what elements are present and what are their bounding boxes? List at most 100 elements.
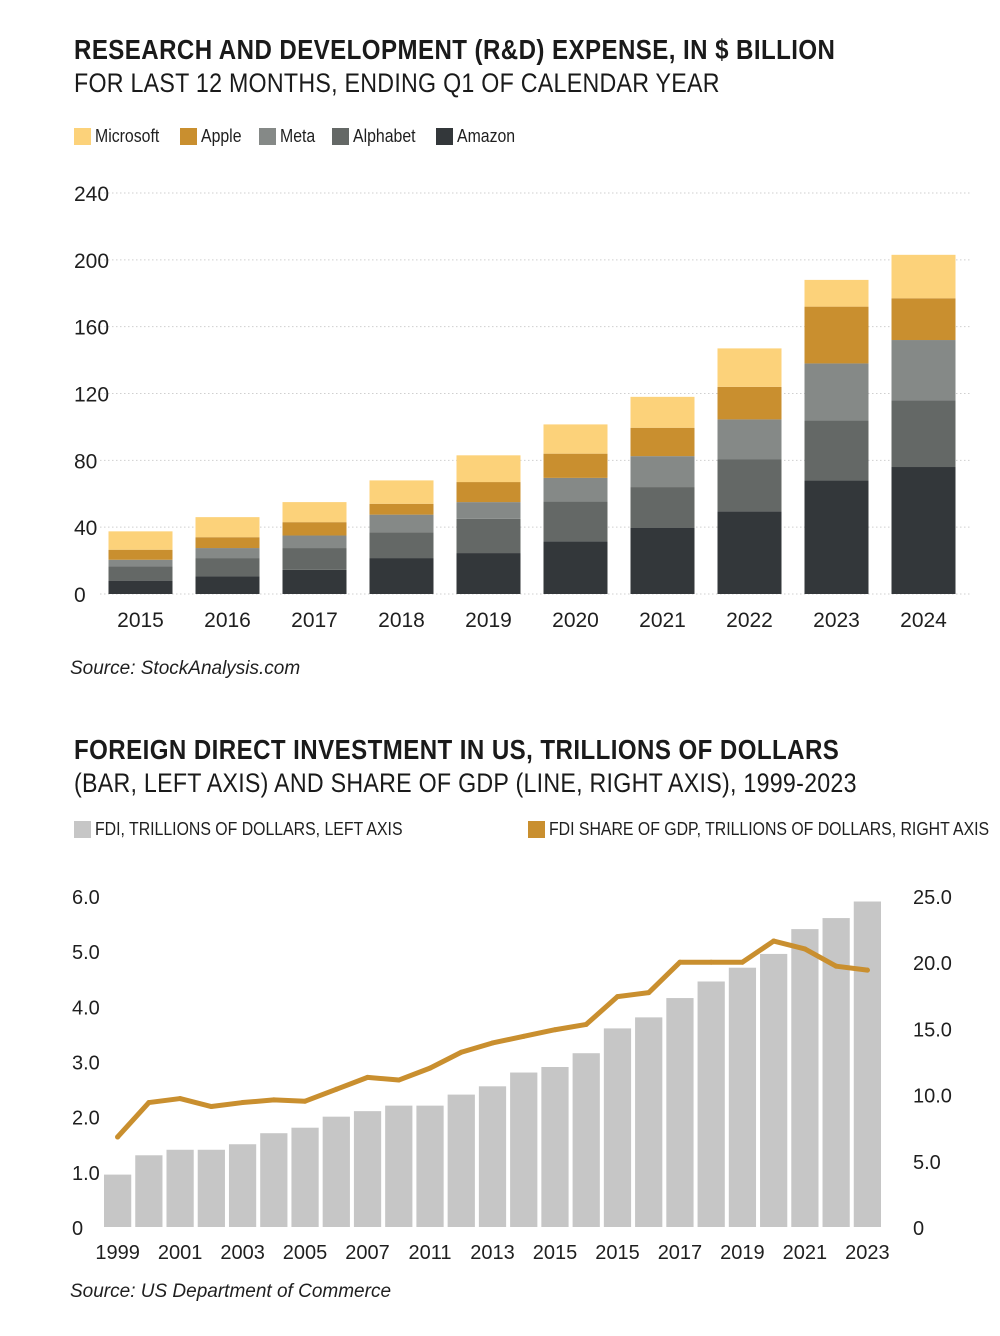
fdi-share-point-6 <box>271 1097 277 1103</box>
y-left-tick-label-1-0: 1.0 <box>72 1163 100 1185</box>
fdi-bar-18 <box>635 1017 663 1227</box>
fdi-bar-12 <box>447 1094 475 1227</box>
fdi-share-point-21 <box>739 959 745 965</box>
rd-expense-chart: RESEARCH AND DEVELOPMENT (R&D) EXPENSE, … <box>70 34 970 679</box>
fdi-share-point-25 <box>864 967 870 973</box>
fdi-bar-17 <box>603 1028 632 1227</box>
x-tick-label-8: 2015 <box>533 1242 578 1264</box>
legend-item-microsoft: Microsoft <box>74 126 168 147</box>
x-tick-label-2018: 2018 <box>378 609 425 632</box>
bar-alphabet-2019 <box>456 518 521 554</box>
fdi-share-point-11 <box>427 1065 433 1071</box>
legend-swatch-fdi-bar <box>74 821 91 838</box>
legend-swatch-apple <box>180 128 198 145</box>
fdi-bar-2 <box>135 1155 163 1227</box>
fdi-share-point-14 <box>521 1033 527 1039</box>
x-tick-label-2: 2001 <box>158 1242 203 1264</box>
fdi-bar-8 <box>322 1116 350 1227</box>
y-left-tick-label-0: 0 <box>72 1218 83 1240</box>
legend-swatch-alphabet <box>332 128 350 145</box>
fdi-share-point-3 <box>177 1096 183 1102</box>
bar-apple-2018 <box>369 503 434 515</box>
legend-item-apple: Apple <box>180 126 247 147</box>
bar-meta-2024 <box>891 340 956 401</box>
legend-item-meta: Meta <box>259 126 320 147</box>
y-right-tick-label-0: 0 <box>913 1218 924 1240</box>
bar-meta-2019 <box>456 502 521 519</box>
fdi-bar-20 <box>697 981 725 1227</box>
bar-meta-2023 <box>804 363 869 421</box>
x-tick-label-11: 2019 <box>720 1242 765 1264</box>
legend-item-fdi-line: FDI SHARE OF GDP, TRILLIONS OF DOLLARS, … <box>528 819 1000 840</box>
bar-apple-2019 <box>456 482 521 503</box>
y-right-tick-label-5-0: 5.0 <box>913 1152 941 1174</box>
chart2-source: Source: US Department of Commerce <box>70 1281 392 1302</box>
chart1-subtitle: FOR LAST 12 MONTHS, ENDING Q1 OF CALENDA… <box>74 68 720 98</box>
y-tick-label-160: 160 <box>74 317 109 340</box>
bar-meta-2020 <box>543 477 608 502</box>
x-tick-label-5: 2007 <box>345 1242 390 1264</box>
fdi-share-point-4 <box>208 1104 214 1110</box>
bar-meta-2015 <box>108 559 173 567</box>
legend-item-alphabet: Alphabet <box>332 126 424 147</box>
legend-label-apple: Apple <box>201 126 242 146</box>
fdi-bar-25 <box>853 901 881 1227</box>
fdi-share-point-10 <box>396 1077 402 1083</box>
bar-amazon-2024 <box>891 467 956 594</box>
bar-amazon-2015 <box>108 580 173 594</box>
bar-microsoft-2020 <box>543 424 608 454</box>
bar-microsoft-2015 <box>108 531 173 550</box>
bar-apple-2016 <box>195 537 260 549</box>
fdi-share-point-19 <box>677 959 683 965</box>
fdi-share-point-22 <box>771 938 777 944</box>
legend-label-alphabet: Alphabet <box>353 126 416 146</box>
bar-apple-2020 <box>543 453 608 478</box>
bar-meta-2018 <box>369 514 434 533</box>
bar-alphabet-2021 <box>630 487 695 529</box>
bar-microsoft-2016 <box>195 517 260 538</box>
chart2-plot: 0 1.0 2.0 3.0 4.0 5.0 6.0 0 5.0 10.0 15.0 20.0 25.0 1… <box>72 887 952 1264</box>
legend-label-fdi-line: FDI SHARE OF GDP, TRILLIONS OF DOLLARS, … <box>549 819 990 839</box>
x-tick-label-2024: 2024 <box>900 609 947 632</box>
bar-microsoft-2023 <box>804 279 869 307</box>
fdi-bar-14 <box>510 1072 538 1227</box>
fdi-bar-5 <box>228 1144 257 1227</box>
bar-meta-2016 <box>195 548 260 559</box>
fdi-bar-10 <box>385 1105 413 1227</box>
legend-swatch-meta <box>259 128 277 145</box>
bar-microsoft-2017 <box>282 502 347 523</box>
legend-label-fdi-bar: FDI, TRILLIONS OF DOLLARS, LEFT AXIS <box>95 819 403 839</box>
fdi-bar-22 <box>760 953 788 1227</box>
fdi-share-point-18 <box>646 990 652 996</box>
x-tick-label-2017: 2017 <box>291 609 338 632</box>
y-left-tick-label-3-0: 3.0 <box>72 1053 100 1075</box>
legend-item-amazon: Amazon <box>436 126 523 147</box>
y-left-tick-label-6-0: 6.0 <box>72 887 100 909</box>
y-left-tick-label-5-0: 5.0 <box>72 942 100 964</box>
bar-alphabet-2020 <box>543 501 608 542</box>
bar-amazon-2020 <box>543 541 608 594</box>
fdi-bar-19 <box>666 998 694 1227</box>
bar-meta-2022 <box>717 419 782 460</box>
fdi-share-point-8 <box>333 1086 339 1092</box>
fdi-bar-15 <box>541 1067 569 1227</box>
fdi-share-point-9 <box>365 1074 371 1080</box>
bar-apple-2023 <box>804 306 869 364</box>
fdi-share-point-17 <box>614 994 620 1000</box>
bar-amazon-2023 <box>804 480 869 594</box>
fdi-share-point-7 <box>302 1098 308 1104</box>
bar-alphabet-2022 <box>717 459 782 512</box>
bar-amazon-2019 <box>456 553 521 594</box>
legend-swatch-amazon <box>436 128 454 145</box>
bar-apple-2017 <box>282 522 347 536</box>
bar-meta-2017 <box>282 535 347 549</box>
bar-apple-2022 <box>717 386 782 420</box>
fdi-chart: FOREIGN DIRECT INVESTMENT IN US, TRILLIO… <box>0 730 1000 1330</box>
chart2-title: FOREIGN DIRECT INVESTMENT IN US, TRILLIO… <box>74 734 840 765</box>
bar-apple-2021 <box>630 427 695 457</box>
fdi-bar-7 <box>291 1127 319 1227</box>
bar-alphabet-2015 <box>108 566 173 581</box>
y-tick-label-40: 40 <box>74 517 97 540</box>
bar-alphabet-2023 <box>804 420 869 481</box>
bar-amazon-2016 <box>195 576 260 594</box>
